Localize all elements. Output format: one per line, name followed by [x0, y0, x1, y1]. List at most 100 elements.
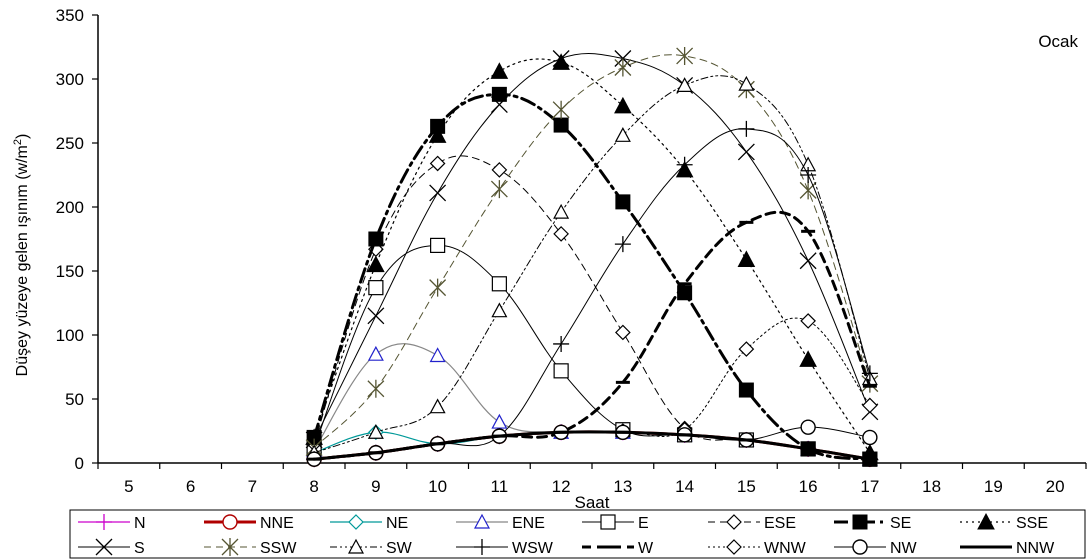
y-axis-label-main: Düşey yüzeye gelen ışınım (w/m	[14, 145, 31, 376]
series-layer	[305, 46, 879, 468]
data-point	[676, 46, 694, 65]
x-tick-label: 14	[675, 477, 694, 496]
x-axis-label: Saat	[575, 493, 610, 512]
legend-entry: SSE	[960, 512, 1048, 532]
series-line	[313, 54, 871, 449]
data-point	[615, 194, 631, 210]
series-ssw	[305, 46, 879, 457]
legend-label: WNW	[764, 540, 807, 557]
legend-marker	[347, 538, 365, 554]
data-point	[553, 117, 569, 133]
legend-label: ESE	[764, 515, 796, 532]
y-tick-label: 100	[56, 326, 84, 345]
y-tick-label: 150	[56, 262, 84, 281]
legend-label: SSE	[1016, 515, 1048, 532]
series-line	[313, 75, 871, 454]
data-point	[552, 100, 570, 119]
y-tick-label: 50	[65, 390, 84, 409]
series-line	[313, 58, 871, 454]
legend-label: SE	[890, 515, 911, 532]
data-point	[367, 345, 384, 361]
data-point	[428, 126, 447, 143]
data-point	[738, 382, 754, 398]
x-tick-label: 19	[984, 477, 1003, 496]
y-axis-label-close: )	[14, 134, 31, 139]
data-point	[862, 397, 878, 414]
y-tick-label: 200	[56, 198, 84, 217]
data-point	[491, 413, 508, 429]
data-point	[429, 398, 446, 414]
y-axis-label-sup: 2	[12, 139, 24, 145]
data-point	[800, 313, 816, 329]
legend-entry: SW	[330, 538, 413, 557]
data-point	[737, 143, 755, 161]
data-point	[615, 324, 631, 341]
legend-entry: NW	[834, 539, 918, 557]
data-point	[368, 231, 384, 247]
data-point	[491, 162, 508, 178]
legend-entry: NNW	[960, 540, 1055, 557]
series-sw	[306, 75, 878, 460]
data-point	[614, 58, 632, 77]
x-tick-label: 16	[799, 477, 818, 496]
series-sse	[305, 53, 879, 461]
data-point	[429, 184, 447, 202]
legend-entry: SSW	[204, 538, 297, 557]
data-point	[738, 75, 755, 91]
x-tick-label: 9	[371, 477, 380, 496]
data-point	[738, 341, 755, 357]
legend-marker	[852, 539, 868, 555]
x-ticks: 5 6 7 8 9 10 11 12 13 14 15 16 17 18 19 20	[97, 463, 1087, 496]
x-tick-label: 12	[552, 477, 571, 496]
legend-label: SW	[386, 540, 413, 557]
x-tick-label: 6	[186, 477, 195, 496]
data-point	[800, 419, 816, 435]
y-tick-label: 300	[56, 70, 84, 89]
data-point	[367, 307, 385, 325]
x-tick-label: 20	[1046, 477, 1065, 496]
legend-label: SSW	[260, 540, 297, 557]
data-point	[862, 429, 878, 446]
series-line	[313, 53, 871, 441]
x-tick-label: 13	[613, 477, 632, 496]
axes	[97, 15, 1086, 464]
y-tick-label: 250	[56, 134, 84, 153]
x-tick-label: 18	[922, 477, 941, 496]
x-tick-label: 10	[428, 477, 447, 496]
legend-label: E	[638, 515, 649, 532]
y-ticks: 0 50 100 150 200 250 300 350	[56, 6, 98, 473]
series-line	[313, 317, 871, 460]
series-nnw	[307, 430, 877, 461]
series-line	[312, 92, 872, 461]
data-point	[614, 96, 632, 114]
legend-entry: ENE	[456, 513, 545, 532]
data-point	[553, 363, 569, 379]
legend-box	[69, 509, 1086, 559]
legend-label: ENE	[512, 515, 545, 532]
series-w	[307, 210, 877, 461]
legend-entry: N	[78, 514, 146, 532]
data-point	[367, 379, 385, 398]
legend-marker	[96, 514, 112, 530]
legend-marker	[474, 539, 490, 555]
legend-label: NW	[890, 540, 918, 557]
legend-marker	[726, 539, 742, 555]
data-point	[490, 96, 508, 114]
legend: N NNE NE ENE E ESE SE SSE S SSW SW WSW W WNW NW NNW	[69, 509, 1086, 559]
legend-entry: E	[582, 514, 649, 532]
legend-label: NE	[386, 515, 408, 532]
data-point	[799, 252, 817, 270]
x-tick-label: 7	[248, 477, 257, 496]
legend-entry: NNE	[204, 514, 294, 532]
data-point	[490, 62, 509, 79]
legend-entry: WSW	[456, 539, 554, 557]
x-tick-label: 5	[124, 477, 133, 496]
data-point	[491, 276, 507, 292]
x-tick-label: 8	[309, 477, 318, 496]
data-point	[491, 86, 507, 102]
data-point	[553, 203, 570, 219]
series-s	[305, 50, 879, 449]
series-se	[306, 86, 878, 467]
chart-title: Ocak	[1038, 32, 1078, 51]
